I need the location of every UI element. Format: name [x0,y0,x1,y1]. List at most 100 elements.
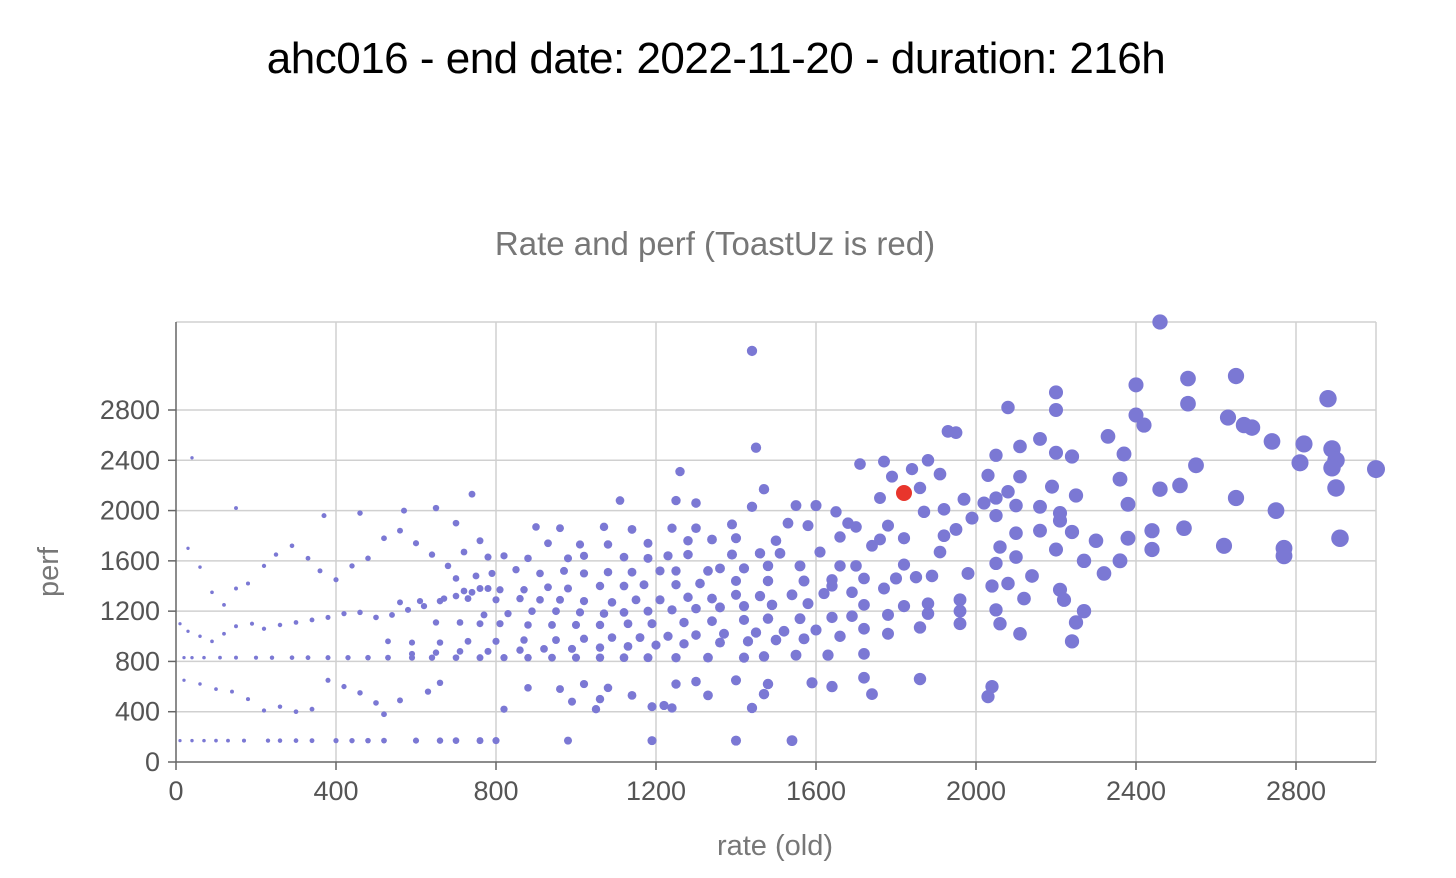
data-point [1009,526,1023,540]
data-point [1009,550,1023,564]
data-point [989,491,1003,505]
y-axis-label: perf [33,546,65,597]
data-point [321,513,327,519]
data-point [730,575,742,587]
data-point [293,738,299,743]
data-point [1112,471,1128,487]
data-point [436,639,444,646]
y-tick-label: 0 [145,747,160,777]
data-point [436,737,444,744]
data-point [738,601,750,612]
data-point [909,571,923,584]
data-point [317,568,323,574]
data-point [540,644,548,653]
data-point [476,654,484,662]
data-point [595,653,605,662]
data-point [635,633,645,643]
data-point [333,738,339,744]
data-point [981,690,995,704]
data-point [882,627,894,640]
data-point [1076,603,1092,619]
data-point [579,569,589,578]
data-point [1188,457,1204,474]
data-point [595,643,605,652]
data-point [261,708,267,713]
data-point [309,706,315,712]
data-point [679,617,689,628]
data-point [381,535,387,542]
data-point [544,583,552,592]
data-point [428,551,436,558]
data-point [492,637,500,645]
data-point [607,598,617,607]
data-point [563,736,573,745]
data-point [357,690,363,696]
data-point [762,613,774,624]
data-point [603,567,613,577]
data-point [560,566,568,575]
data-point [397,697,403,704]
data-point [623,641,633,651]
data-point [397,599,403,606]
data-point [1116,446,1132,462]
data-point [1120,496,1136,512]
data-point [218,655,222,660]
data-point [786,735,798,747]
data-point [1064,524,1080,540]
data-point [349,563,355,569]
data-point [1227,367,1245,385]
data-point [1180,370,1196,387]
data-point [202,738,206,743]
data-point [921,597,935,610]
data-point [953,617,967,631]
data-point [190,655,194,660]
data-point [520,636,528,644]
data-point [428,654,436,661]
data-point [1048,385,1064,400]
data-point [269,655,275,660]
data-point [671,495,681,506]
data-point [619,552,629,562]
data-point [456,648,464,655]
data-point [715,563,725,574]
data-point [858,599,870,611]
data-point [1009,498,1023,513]
data-point [762,678,774,690]
data-point [1076,553,1092,569]
data-point [1052,513,1068,528]
data-point [289,655,295,660]
data-point [858,572,870,585]
data-point [293,709,299,715]
data-point [357,609,363,616]
data-point [273,552,279,557]
data-point [989,508,1003,523]
data-point [452,575,460,582]
data-point [241,738,247,743]
data-point [667,523,677,533]
data-point [1172,477,1188,494]
data-point [703,566,713,576]
x-tick-label: 1600 [786,776,846,806]
data-point [627,525,637,534]
chart-title: Rate and perf (ToastUz is red) [495,225,935,262]
data-point [412,540,420,547]
data-point [1044,479,1060,494]
data-point [798,633,810,645]
data-point [579,634,589,643]
data-point [878,582,890,595]
data-point [571,620,581,630]
data-point [726,519,738,530]
data-point [619,608,629,617]
data-point [846,586,858,599]
data-point [496,586,504,594]
data-point [878,455,890,468]
data-point [858,671,870,684]
data-point [671,679,681,689]
data-point [536,569,544,578]
data-point [790,649,802,661]
data-point [965,511,979,525]
data-point [190,738,194,743]
data-point [333,577,339,583]
data-point [683,535,693,546]
